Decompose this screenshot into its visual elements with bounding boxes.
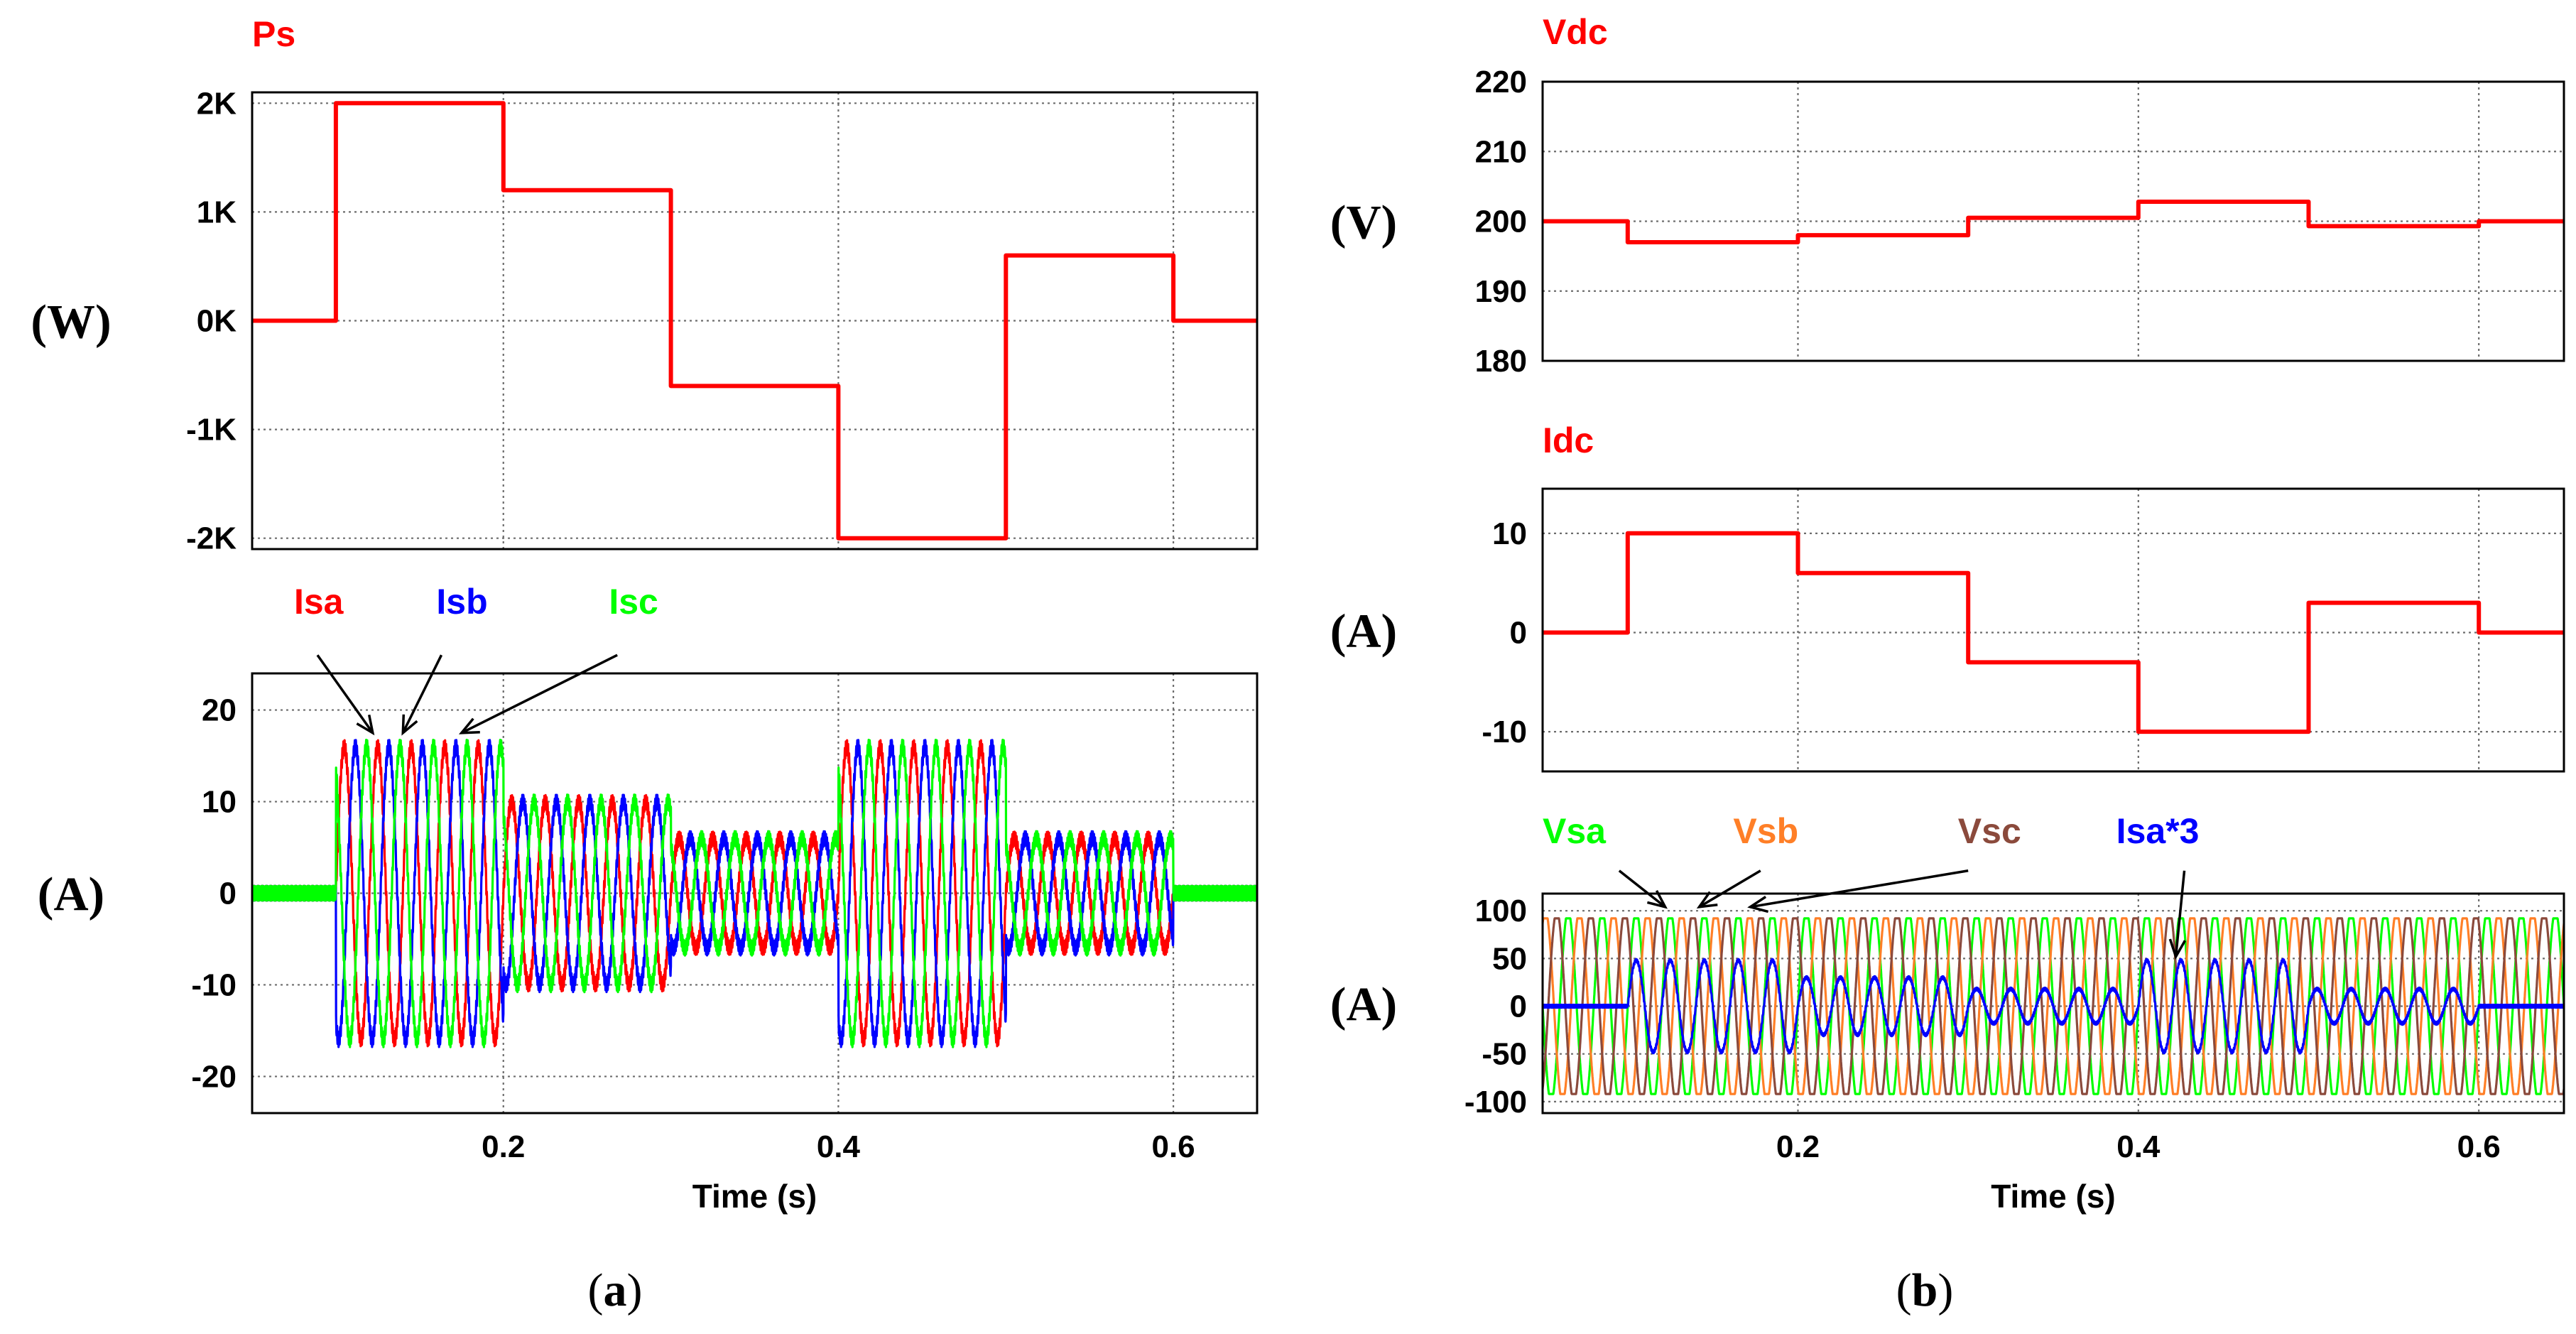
series-line-vs-2 [1543, 917, 2564, 1095]
annotation-arrow-vs-0 [1618, 869, 1666, 909]
annotation-arrow-vs-2 [1750, 869, 1969, 909]
chart-vs-series [1543, 917, 2564, 1095]
ytick-label-ps-0: 2K [197, 86, 237, 121]
annotation-label-vs-0: Vsa [1543, 811, 1607, 851]
chart-ps-frame [251, 91, 1259, 551]
chart-vdc-series [1543, 200, 2564, 244]
ytick-label-vdc-3: 190 [1475, 274, 1527, 309]
annotation-arrowhead-is-2 [458, 717, 480, 734]
captions: (a) (b) [588, 1264, 1954, 1316]
chart-ps: 2K 1K 0K -1K -2K (W) Ps [31, 14, 1259, 556]
ytick-label-vs-0: 100 [1475, 894, 1527, 928]
chart-title-vdc: Vdc [1543, 12, 1608, 52]
annotation-label-vs-3: Isa*3 [2116, 811, 2200, 851]
ytick-label-idc-0: 10 [1492, 516, 1527, 551]
ytick-label-vdc-2: 200 [1475, 205, 1527, 239]
chart-title-idc: Idc [1543, 421, 1594, 460]
chart-ps-series [252, 101, 1257, 541]
chart-vs: 100 50 0 -50 -100 0.2 0.4 0.6 Time (s) (A) Vsa Vsb V… [1330, 811, 2565, 1215]
yunit-label-idc: (A) [1330, 604, 1397, 658]
ytick-label-is-4: -20 [191, 1059, 237, 1094]
ytick-label-vs-1: 50 [1492, 941, 1527, 976]
xaxis-label-vs: Time (s) [1991, 1178, 2116, 1215]
annotation-arrowhead-vs-1 [1696, 891, 1718, 909]
ytick-label-vdc-0: 220 [1475, 65, 1527, 99]
ytick-label-vdc-4: 180 [1475, 344, 1527, 379]
yunit-label-is: (A) [38, 867, 104, 921]
ytick-label-vs-3: -50 [1482, 1037, 1527, 1072]
series-line-vs-1 [1543, 917, 2564, 1095]
chart-vdc: 220 210 200 190 180 (V) Vdc [1330, 12, 2565, 379]
series-line-vs-3 [1543, 958, 2564, 1055]
annotation-arrowhead-vs-2 [1747, 896, 1769, 913]
xtick-label-vs-2: 0.6 [2457, 1129, 2501, 1164]
annotation-arrowhead-is-1 [401, 714, 418, 736]
chart-is: 20 10 0 -10 -20 0.2 0.4 0.6 Time (s) (A) Isa Isb Isc [38, 582, 1259, 1215]
ytick-label-idc-1: 0 [1510, 615, 1527, 650]
annotation-arrow-is-2 [461, 654, 618, 734]
series-line-idc-0 [1543, 531, 2564, 734]
chart-idc-frame [1541, 487, 2565, 773]
chart-idc-series [1543, 531, 2564, 734]
caption-a-letter: a [604, 1264, 627, 1316]
chart-is-frame [251, 672, 1259, 1115]
ytick-label-is-2: 0 [219, 877, 237, 911]
annotation-label-vs-1: Vsb [1733, 811, 1798, 851]
annotation-arrowhead-is-0 [356, 714, 375, 736]
annotation-arrow-vs-1 [1698, 869, 1761, 909]
ytick-label-is-3: -10 [191, 967, 237, 1002]
ytick-label-is-0: 20 [202, 693, 237, 728]
chart-idc: 10 0 -10 (A) Idc [1330, 421, 2565, 773]
annotation-label-is-0: Isa [294, 582, 344, 622]
series-line-vdc-0 [1543, 200, 2564, 244]
xtick-label-is-0: 0.2 [482, 1129, 525, 1164]
ytick-label-vs-2: 0 [1510, 989, 1527, 1024]
chart-vs-frame [1541, 892, 2565, 1115]
series-line-ps-0 [252, 101, 1257, 541]
annotation-arrow-vs-3 [2174, 870, 2186, 957]
ytick-label-ps-2: 0K [197, 304, 237, 339]
chart-is-series [252, 739, 1257, 1048]
annotation-arrow-is-1 [401, 654, 443, 734]
ytick-label-idc-2: -10 [1482, 715, 1527, 749]
annotation-arrow-is-0 [316, 654, 374, 734]
ytick-label-is-1: 10 [202, 785, 237, 820]
caption-b-letter: b [1912, 1264, 1938, 1316]
series-line-is-2 [252, 739, 1257, 1048]
annotation-arrowhead-vs-0 [1646, 889, 1668, 909]
annotation-label-vs-2: Vsc [1958, 811, 2021, 851]
annotation-label-is-2: Isc [609, 582, 658, 622]
xtick-label-is-2: 0.6 [1151, 1129, 1195, 1164]
annotation-label-is-1: Isb [436, 582, 487, 622]
ytick-label-ps-1: 1K [197, 195, 237, 229]
yunit-label-vdc: (V) [1330, 195, 1397, 249]
annotation-arrowhead-vs-3 [2168, 938, 2187, 960]
ytick-label-ps-4: -2K [186, 521, 237, 556]
series-line-is-0 [252, 739, 1257, 1048]
ytick-label-vs-4: -100 [1464, 1085, 1527, 1119]
xtick-label-vs-1: 0.4 [2116, 1129, 2161, 1164]
xtick-label-vs-0: 0.2 [1776, 1129, 1820, 1164]
ytick-label-ps-3: -1K [186, 413, 237, 448]
chart-vdc-frame [1541, 80, 2565, 362]
yunit-label-ps: (W) [31, 295, 111, 349]
chart-title-ps: Ps [252, 14, 295, 54]
caption-a: (a) [588, 1264, 643, 1316]
ytick-label-vdc-1: 210 [1475, 134, 1527, 169]
xtick-label-is-1: 0.4 [817, 1129, 861, 1164]
caption-b: (b) [1896, 1264, 1954, 1316]
xaxis-label-is: Time (s) [692, 1178, 817, 1215]
series-line-is-1 [252, 739, 1257, 1048]
yunit-label-vs: (A) [1330, 977, 1397, 1031]
